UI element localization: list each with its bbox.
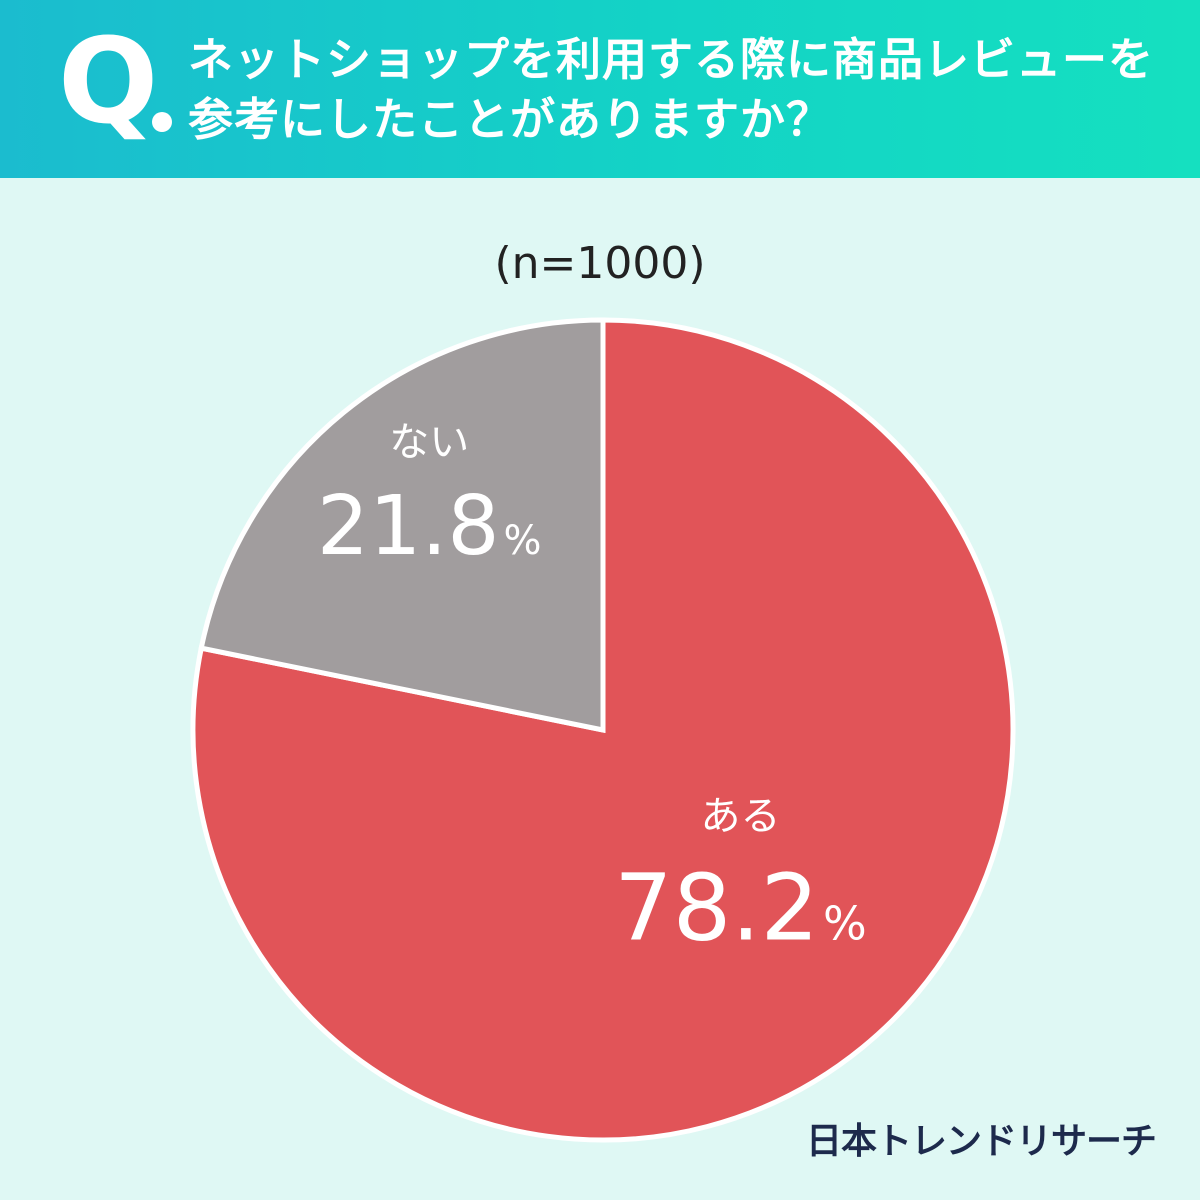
slice-label-aru: ある — [700, 793, 780, 839]
pie-slice-nai — [198, 317, 606, 734]
sample-size: (n=1000) — [494, 238, 706, 289]
question-line-2: 参考にしたことがありますか？ — [188, 93, 833, 146]
brand-logo: 日本トレンドリサーチ — [805, 1121, 1157, 1162]
q-dot — [152, 112, 172, 132]
question-header: Q ネットショップを利用する際に商品レビューを 参考にしたことがありますか？ — [0, 0, 1200, 178]
q-mark: Q — [58, 12, 159, 150]
slice-label-nai: ない — [389, 420, 469, 466]
slice-unit-nai: % — [504, 518, 542, 564]
slice-unit-aru: % — [823, 897, 867, 951]
question-line-1: ネットショップを利用する際に商品レビューを — [188, 33, 1155, 86]
slice-value-aru: 78.2% — [614, 855, 867, 962]
question-text: ネットショップを利用する際に商品レビューを 参考にしたことがありますか？ — [188, 30, 1178, 150]
pie-slice-aru — [190, 317, 1016, 1143]
